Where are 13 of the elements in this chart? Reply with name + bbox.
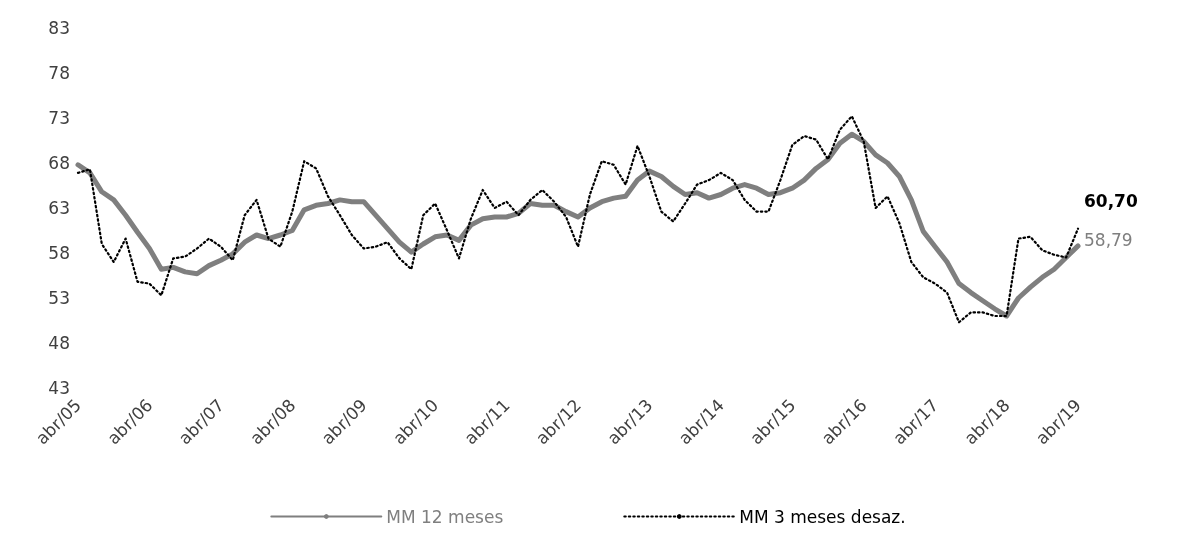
y-tick-label: 53 <box>48 288 70 308</box>
y-tick-label: 73 <box>48 108 70 128</box>
text: MM 3 meses desaz. <box>739 506 906 527</box>
y-tick-label: 58 <box>48 243 70 263</box>
data-label: 58,79 <box>1084 229 1133 250</box>
y-tick-label: 63 <box>48 198 70 218</box>
y-tick-label: 43 <box>48 378 70 398</box>
y-tick-label: 83 <box>48 18 70 38</box>
text: MM 12 meses <box>386 506 504 527</box>
y-tick-label: 78 <box>48 63 70 83</box>
y-tick-label: 48 <box>48 333 70 353</box>
y-tick-label: 68 <box>48 153 70 173</box>
data-label: 60,70 <box>1084 190 1138 211</box>
